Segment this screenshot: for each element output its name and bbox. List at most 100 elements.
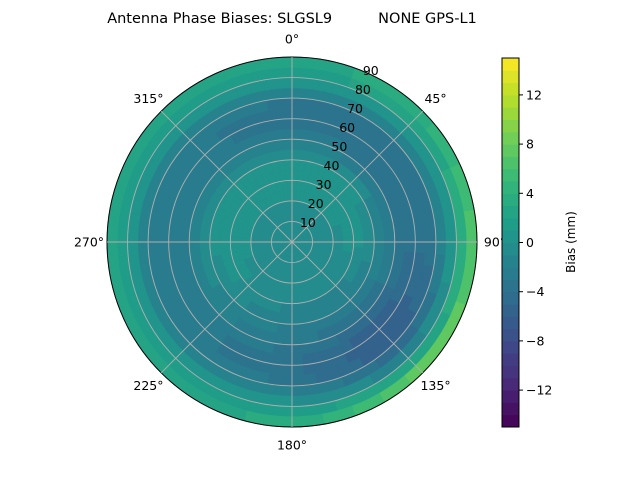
contour-cell bbox=[455, 241, 468, 258]
contour-cell bbox=[277, 159, 287, 172]
colorbar-band bbox=[502, 205, 519, 219]
contour-cell bbox=[402, 220, 416, 233]
azimuth-tick-label: 225° bbox=[133, 378, 163, 393]
contour-cell bbox=[278, 87, 293, 99]
contour-cell bbox=[168, 251, 182, 264]
colorbar-band bbox=[502, 168, 519, 182]
colorbar-band bbox=[502, 377, 519, 391]
contour-cell bbox=[291, 374, 305, 387]
colorbar-band bbox=[502, 267, 519, 280]
contour-cell bbox=[363, 234, 375, 243]
contour-cell bbox=[147, 241, 160, 255]
contour-cell bbox=[188, 241, 201, 252]
contour-cell bbox=[465, 225, 478, 243]
colorbar-tick-label: −8 bbox=[526, 333, 544, 348]
contour-cell bbox=[250, 241, 262, 246]
contour-cell bbox=[148, 216, 161, 231]
colorbar-band bbox=[502, 402, 519, 416]
contour-cell bbox=[394, 241, 406, 253]
contour-cell bbox=[299, 332, 311, 345]
contour-cell bbox=[300, 342, 312, 355]
colorbar-band bbox=[502, 291, 519, 305]
contour-cell bbox=[291, 56, 309, 69]
azimuth-gridline bbox=[291, 110, 424, 243]
contour-cell bbox=[291, 385, 306, 397]
contour-cell bbox=[209, 241, 221, 250]
contour-cell bbox=[279, 97, 293, 110]
colorbar-label: Bias (mm) bbox=[564, 211, 578, 273]
colorbar-band bbox=[502, 353, 519, 366]
contour-cell bbox=[291, 292, 298, 304]
contour-cell bbox=[230, 241, 242, 248]
contour-cell bbox=[158, 252, 171, 266]
radial-tick-label: 30 bbox=[316, 177, 332, 192]
contour-cell bbox=[272, 129, 284, 142]
contour-cell bbox=[291, 344, 303, 356]
contour-cell bbox=[445, 227, 457, 243]
contour-cell bbox=[291, 138, 302, 151]
colorbar-band bbox=[502, 230, 519, 243]
contour-cell bbox=[148, 253, 161, 268]
contour-cell bbox=[188, 232, 201, 243]
contour-cell bbox=[413, 218, 426, 232]
azimuth-gridline bbox=[291, 241, 424, 374]
colorbar-band bbox=[502, 193, 519, 207]
azimuth-tick-label: 180° bbox=[277, 438, 307, 453]
colorbar-band bbox=[502, 156, 519, 170]
contour-cell bbox=[303, 98, 318, 111]
colorbar-band bbox=[502, 390, 519, 403]
contour-cell bbox=[291, 118, 304, 130]
contour-cell bbox=[283, 149, 293, 161]
contour-cell bbox=[302, 108, 316, 121]
contour-cells bbox=[106, 56, 478, 428]
contour-cell bbox=[284, 313, 293, 325]
contour-cell bbox=[455, 226, 468, 243]
contour-cell bbox=[116, 241, 129, 258]
contour-cell bbox=[158, 241, 170, 254]
contour-cell bbox=[287, 190, 293, 202]
contour-cell bbox=[372, 225, 385, 236]
chart-title: Antenna Phase Biases: SLGSL9 NONE GPS-L1 bbox=[107, 11, 477, 27]
contour-cell bbox=[199, 241, 211, 251]
contour-cell bbox=[199, 248, 212, 259]
contour-cell bbox=[199, 233, 211, 243]
contour-cell bbox=[240, 241, 252, 247]
colorbar-tick-label: −4 bbox=[526, 284, 544, 299]
contour-cell bbox=[435, 228, 447, 243]
contour-cell bbox=[277, 395, 293, 407]
colorbar-band bbox=[502, 279, 519, 293]
contour-cell bbox=[266, 373, 281, 386]
azimuth-tick-label: 135° bbox=[420, 378, 450, 393]
contour-cell bbox=[291, 159, 300, 171]
colorbar-band bbox=[502, 316, 519, 330]
colorbar-tick-label: 0 bbox=[526, 235, 534, 250]
azimuth-gridline bbox=[160, 110, 293, 243]
azimuth-tick-label: 270° bbox=[74, 235, 104, 250]
contour-cell bbox=[283, 323, 293, 335]
colorbar-band bbox=[502, 70, 519, 84]
contour-cell bbox=[414, 241, 426, 254]
contour-cell bbox=[270, 118, 283, 132]
contour-cell bbox=[424, 241, 437, 255]
colorbar-band bbox=[502, 340, 519, 354]
contour-cell bbox=[282, 138, 293, 151]
contour-cell bbox=[423, 216, 436, 231]
contour-cell bbox=[291, 354, 304, 366]
colorbar-band bbox=[502, 304, 519, 317]
contour-cell bbox=[297, 312, 307, 325]
contour-cell bbox=[383, 241, 396, 252]
contour-cell bbox=[414, 230, 426, 243]
contour-cell bbox=[291, 97, 305, 110]
contour-cell bbox=[424, 229, 437, 243]
contour-cell bbox=[465, 241, 478, 259]
radial-tick-label: 70 bbox=[347, 101, 363, 116]
contour-cell bbox=[286, 180, 293, 192]
colorbar-band bbox=[502, 181, 519, 194]
contour-cell bbox=[288, 200, 293, 212]
contour-cell bbox=[291, 333, 302, 346]
contour-cell bbox=[301, 352, 314, 366]
contour-cell bbox=[266, 98, 281, 111]
contour-cell bbox=[423, 253, 436, 268]
contour-cell bbox=[383, 232, 396, 243]
